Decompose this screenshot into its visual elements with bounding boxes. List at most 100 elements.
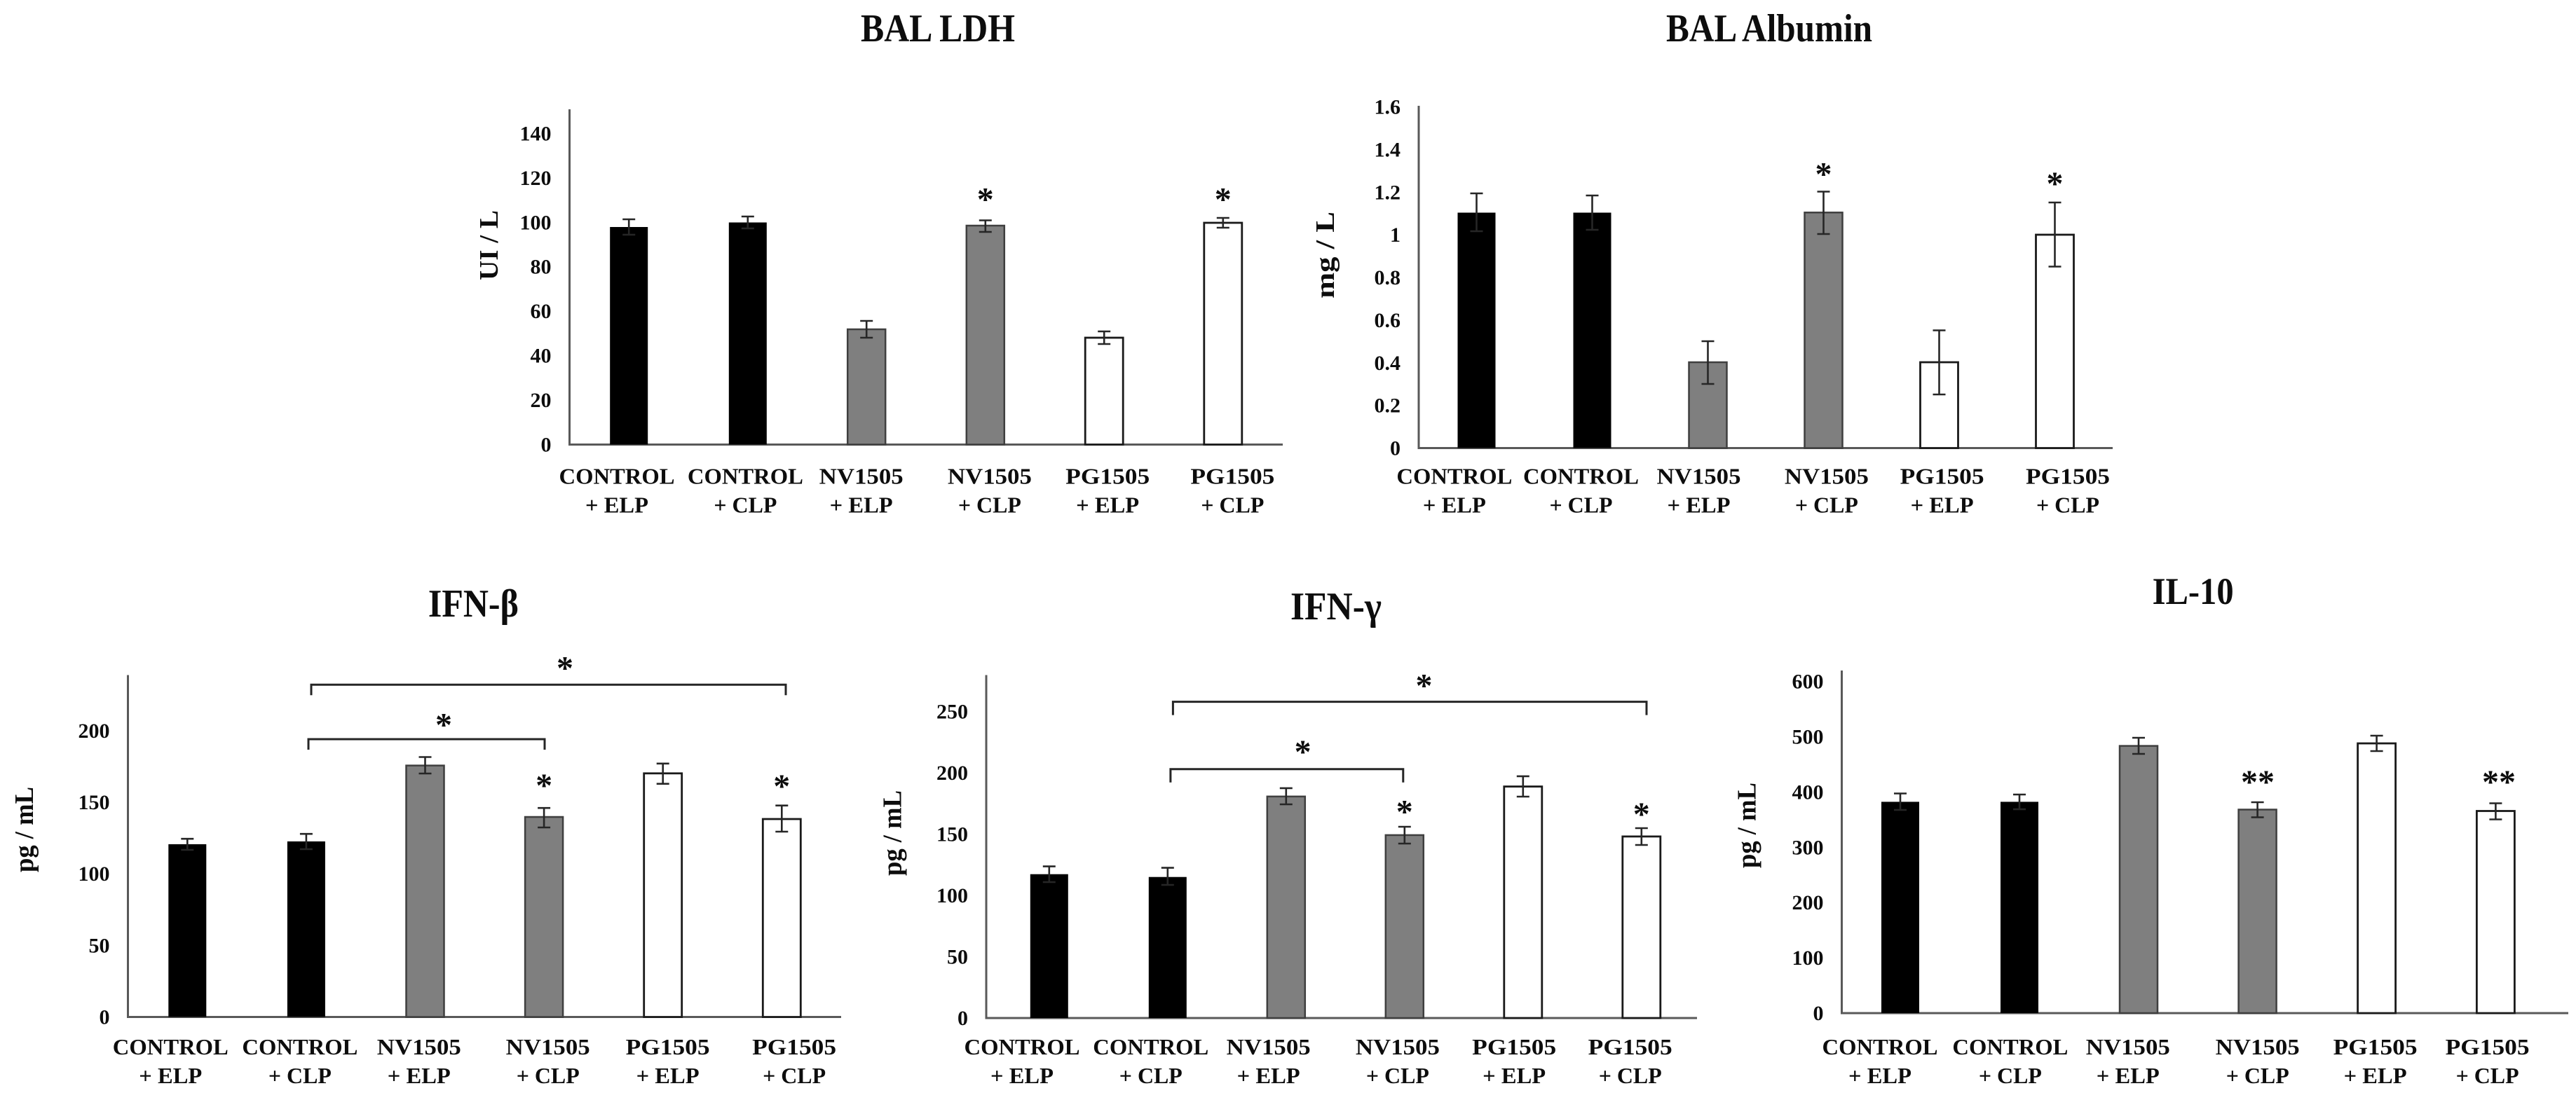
svg-text:PG1505: PG1505 (1900, 464, 1984, 489)
svg-text:*: * (557, 650, 573, 687)
svg-text:CONTROL: CONTROL (113, 1034, 229, 1059)
svg-text:+ ELP: + ELP (585, 493, 648, 518)
svg-text:**: ** (2241, 764, 2275, 801)
svg-text:100: 100 (79, 862, 110, 886)
svg-text:+ ELP: + ELP (2097, 1063, 2160, 1088)
svg-text:0: 0 (541, 434, 552, 457)
svg-text:150: 150 (936, 823, 968, 846)
svg-text:PG1505: PG1505 (2446, 1034, 2530, 1059)
svg-text:+ CLP: + CLP (958, 493, 1021, 518)
svg-text:NV1505: NV1505 (506, 1034, 590, 1059)
svg-text:250: 250 (936, 701, 968, 724)
svg-text:+ ELP: + ELP (388, 1063, 451, 1088)
svg-text:*: * (1416, 668, 1433, 705)
svg-text:50: 50 (947, 946, 968, 969)
svg-text:60: 60 (531, 300, 552, 323)
svg-text:0: 0 (1813, 1002, 1824, 1025)
svg-text:0.8: 0.8 (1375, 266, 1401, 289)
svg-text:NV1505: NV1505 (2086, 1034, 2170, 1059)
svg-text:pg / mL: pg / mL (1732, 783, 1761, 868)
svg-text:mg / L: mg / L (1311, 212, 1340, 298)
svg-text:NV1505: NV1505 (1657, 464, 1741, 489)
svg-text:1.2: 1.2 (1375, 181, 1401, 204)
svg-text:+ CLP: + CLP (1119, 1063, 1183, 1088)
svg-text:200: 200 (936, 762, 968, 785)
svg-text:600: 600 (1792, 671, 1824, 694)
svg-text:PG1505: PG1505 (1472, 1034, 1556, 1059)
svg-text:CONTROL: CONTROL (1396, 464, 1512, 489)
svg-text:+ CLP: + CLP (2456, 1063, 2519, 1088)
svg-text:*: * (1633, 796, 1650, 833)
svg-text:0.6: 0.6 (1375, 309, 1401, 332)
svg-text:+ ELP: + ELP (830, 493, 893, 518)
svg-text:+ ELP: + ELP (1911, 493, 1974, 518)
svg-text:*: * (435, 707, 452, 744)
svg-text:+ ELP: + ELP (1848, 1063, 1911, 1088)
svg-text:300: 300 (1792, 836, 1824, 859)
svg-text:*: * (2047, 165, 2064, 202)
svg-text:*: * (773, 768, 790, 805)
svg-text:0: 0 (958, 1007, 968, 1030)
svg-text:80: 80 (531, 256, 552, 279)
svg-text:NV1505: NV1505 (1785, 464, 1869, 489)
svg-text:CONTROL: CONTROL (688, 464, 803, 489)
svg-text:NV1505: NV1505 (377, 1034, 461, 1059)
svg-text:CONTROL: CONTROL (242, 1034, 357, 1059)
svg-text:CONTROL: CONTROL (1093, 1034, 1208, 1059)
svg-text:+ CLP: + CLP (763, 1063, 826, 1088)
svg-text:+ ELP: + ELP (636, 1063, 700, 1088)
svg-text:+ CLP: + CLP (1201, 493, 1264, 518)
svg-text:0: 0 (100, 1006, 110, 1029)
svg-text:pg / mL: pg / mL (878, 790, 908, 876)
svg-text:100: 100 (1792, 947, 1824, 970)
svg-text:PG1505: PG1505 (2333, 1034, 2418, 1059)
svg-text:pg / mL: pg / mL (10, 787, 39, 872)
svg-text:+ CLP: + CLP (1366, 1063, 1429, 1088)
svg-text:400: 400 (1792, 781, 1824, 804)
svg-text:+ CLP: + CLP (714, 493, 777, 518)
svg-text:500: 500 (1792, 726, 1824, 749)
svg-text:IFN-β: IFN-β (428, 582, 519, 626)
svg-text:CONTROL: CONTROL (559, 464, 675, 489)
svg-text:+ CLP: + CLP (2226, 1063, 2289, 1088)
svg-text:NV1505: NV1505 (2216, 1034, 2300, 1059)
svg-text:IL-10: IL-10 (2153, 570, 2234, 612)
svg-text:+ CLP: + CLP (268, 1063, 332, 1088)
svg-text:NV1505: NV1505 (1356, 1034, 1440, 1059)
svg-text:PG1505: PG1505 (1190, 464, 1274, 489)
svg-text:BAL LDH: BAL LDH (861, 7, 1015, 50)
svg-text:100: 100 (936, 884, 968, 907)
svg-text:200: 200 (1792, 891, 1824, 914)
svg-text:UI / L: UI / L (475, 210, 504, 280)
svg-text:PG1505: PG1505 (626, 1034, 710, 1059)
svg-text:PG1505: PG1505 (752, 1034, 836, 1059)
svg-text:+ CLP: + CLP (517, 1063, 580, 1088)
svg-text:50: 50 (89, 934, 110, 957)
svg-text:100: 100 (520, 211, 552, 234)
svg-text:+ ELP: + ELP (990, 1063, 1054, 1088)
svg-text:**: ** (2482, 764, 2516, 801)
svg-text:+ ELP: + ELP (1423, 493, 1486, 518)
svg-text:+ ELP: + ELP (139, 1063, 202, 1088)
svg-text:*: * (1295, 734, 1311, 771)
svg-text:*: * (1215, 181, 1232, 219)
svg-text:PG1505: PG1505 (1065, 464, 1150, 489)
svg-text:BAL Albumin: BAL Albumin (1666, 7, 1872, 50)
svg-text:CONTROL: CONTROL (965, 1034, 1080, 1059)
svg-text:0.2: 0.2 (1375, 394, 1401, 418)
svg-text:PG1505: PG1505 (2026, 464, 2110, 489)
svg-text:0: 0 (1390, 437, 1401, 460)
svg-text:1.6: 1.6 (1375, 96, 1401, 119)
svg-text:CONTROL: CONTROL (1523, 464, 1639, 489)
svg-text:+ ELP: + ELP (1668, 493, 1731, 518)
svg-text:1.4: 1.4 (1375, 139, 1401, 162)
svg-text:*: * (1396, 794, 1413, 831)
svg-text:+ CLP: + CLP (1550, 493, 1613, 518)
svg-text:*: * (1815, 156, 1832, 193)
svg-text:CONTROL: CONTROL (1952, 1034, 2068, 1059)
svg-text:IFN-γ: IFN-γ (1290, 585, 1382, 628)
svg-text:150: 150 (79, 791, 110, 814)
svg-text:CONTROL: CONTROL (1822, 1034, 1938, 1059)
svg-text:NV1505: NV1505 (819, 464, 904, 489)
svg-text:+ ELP: + ELP (1483, 1063, 1546, 1088)
